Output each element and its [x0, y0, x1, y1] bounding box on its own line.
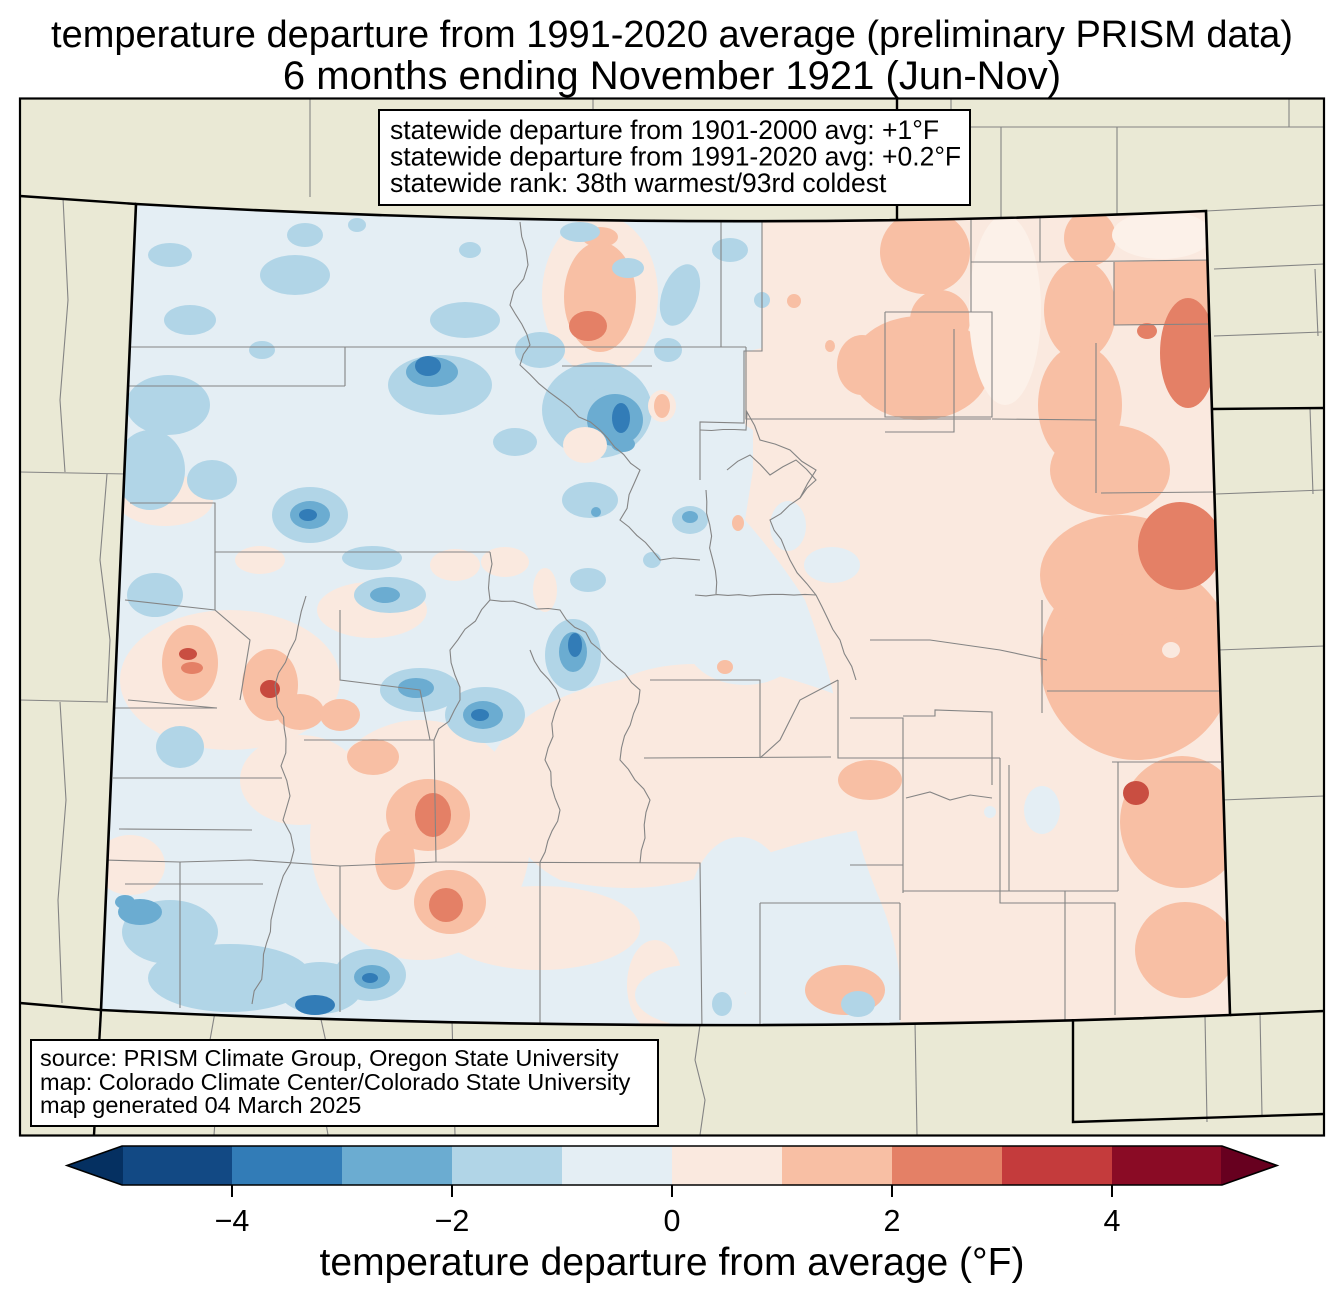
svg-text:temperature departure from 199: temperature departure from 1991-2020 ave… — [51, 14, 1293, 56]
svg-text:6 months ending November 1921: 6 months ending November 1921 (Jun-Nov) — [283, 54, 1061, 98]
svg-text:−4: −4 — [215, 1204, 250, 1238]
svg-text:temperature departure from ave: temperature departure from average (°F) — [320, 1241, 1025, 1284]
svg-text:0: 0 — [664, 1204, 681, 1238]
svg-text:map: Colorado Climate Center/C: map: Colorado Climate Center/Colorado St… — [40, 1069, 631, 1095]
svg-text:−2: −2 — [435, 1204, 470, 1238]
svg-text:statewide rank: 38th warmest/9: statewide rank: 38th warmest/93rd coldes… — [390, 168, 887, 198]
svg-text:4: 4 — [1104, 1204, 1121, 1238]
svg-text:2: 2 — [884, 1204, 901, 1238]
svg-text:map generated 04 March 2025: map generated 04 March 2025 — [40, 1092, 361, 1118]
svg-text:source: PRISM Climate Group, O: source: PRISM Climate Group, Oregon Stat… — [40, 1045, 619, 1071]
svg-text:statewide departure from 1991-: statewide departure from 1991-2020 avg: … — [390, 142, 961, 172]
svg-text:statewide departure from 1901-: statewide departure from 1901-2000 avg: … — [390, 115, 939, 145]
